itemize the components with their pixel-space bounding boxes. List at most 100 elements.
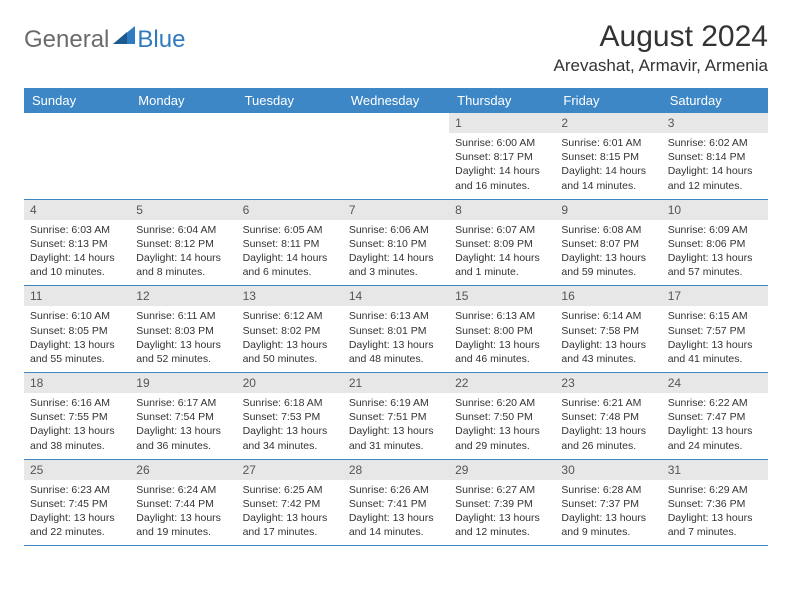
day-data: Sunrise: 6:15 AMSunset: 7:57 PMDaylight:… <box>662 306 768 372</box>
sunrise-line: Sunrise: 6:28 AM <box>561 483 655 497</box>
sunset-line: Sunset: 7:50 PM <box>455 410 549 424</box>
sunset-line: Sunset: 8:10 PM <box>349 237 443 251</box>
daylight-line: Daylight: 13 hours and 55 minutes. <box>30 338 124 366</box>
day-data: Sunrise: 6:13 AMSunset: 8:00 PMDaylight:… <box>449 306 555 372</box>
day-number: 10 <box>662 200 768 220</box>
day-number: 23 <box>555 373 661 393</box>
day-number: 25 <box>24 460 130 480</box>
sunrise-line: Sunrise: 6:05 AM <box>243 223 337 237</box>
day-number: 4 <box>24 200 130 220</box>
weekday-header: Tuesday <box>237 88 343 113</box>
sunrise-line: Sunrise: 6:13 AM <box>455 309 549 323</box>
calendar-cell: 6Sunrise: 6:05 AMSunset: 8:11 PMDaylight… <box>237 199 343 286</box>
calendar-cell: 14Sunrise: 6:13 AMSunset: 8:01 PMDayligh… <box>343 286 449 373</box>
day-data: Sunrise: 6:00 AMSunset: 8:17 PMDaylight:… <box>449 133 555 199</box>
sunrise-line: Sunrise: 6:13 AM <box>349 309 443 323</box>
sunset-line: Sunset: 8:07 PM <box>561 237 655 251</box>
daylight-line: Daylight: 13 hours and 34 minutes. <box>243 424 337 452</box>
sunrise-line: Sunrise: 6:26 AM <box>349 483 443 497</box>
day-number: 11 <box>24 286 130 306</box>
logo: General Blue <box>24 26 185 54</box>
sunset-line: Sunset: 7:55 PM <box>30 410 124 424</box>
sunset-line: Sunset: 7:41 PM <box>349 497 443 511</box>
day-data <box>237 133 343 193</box>
daylight-line: Daylight: 14 hours and 10 minutes. <box>30 251 124 279</box>
calendar-cell: 4Sunrise: 6:03 AMSunset: 8:13 PMDaylight… <box>24 199 130 286</box>
sunrise-line: Sunrise: 6:07 AM <box>455 223 549 237</box>
logo-text-general: General <box>24 26 109 54</box>
sunset-line: Sunset: 7:48 PM <box>561 410 655 424</box>
day-data: Sunrise: 6:25 AMSunset: 7:42 PMDaylight:… <box>237 480 343 546</box>
calendar-cell: 26Sunrise: 6:24 AMSunset: 7:44 PMDayligh… <box>130 459 236 546</box>
day-number: 27 <box>237 460 343 480</box>
day-data: Sunrise: 6:14 AMSunset: 7:58 PMDaylight:… <box>555 306 661 372</box>
sunrise-line: Sunrise: 6:24 AM <box>136 483 230 497</box>
calendar-cell: 25Sunrise: 6:23 AMSunset: 7:45 PMDayligh… <box>24 459 130 546</box>
day-data: Sunrise: 6:20 AMSunset: 7:50 PMDaylight:… <box>449 393 555 459</box>
day-data: Sunrise: 6:21 AMSunset: 7:48 PMDaylight:… <box>555 393 661 459</box>
calendar-cell: 7Sunrise: 6:06 AMSunset: 8:10 PMDaylight… <box>343 199 449 286</box>
day-data: Sunrise: 6:06 AMSunset: 8:10 PMDaylight:… <box>343 220 449 286</box>
day-number: 2 <box>555 113 661 133</box>
daylight-line: Daylight: 13 hours and 17 minutes. <box>243 511 337 539</box>
calendar-cell: 23Sunrise: 6:21 AMSunset: 7:48 PMDayligh… <box>555 373 661 460</box>
calendar-body: 1Sunrise: 6:00 AMSunset: 8:17 PMDaylight… <box>24 113 768 546</box>
day-number: 24 <box>662 373 768 393</box>
sunrise-line: Sunrise: 6:10 AM <box>30 309 124 323</box>
day-number: 12 <box>130 286 236 306</box>
calendar-cell: 10Sunrise: 6:09 AMSunset: 8:06 PMDayligh… <box>662 199 768 286</box>
calendar-cell: 5Sunrise: 6:04 AMSunset: 8:12 PMDaylight… <box>130 199 236 286</box>
sunrise-line: Sunrise: 6:23 AM <box>30 483 124 497</box>
sunset-line: Sunset: 8:01 PM <box>349 324 443 338</box>
sunset-line: Sunset: 8:14 PM <box>668 150 762 164</box>
weekday-header: Monday <box>130 88 236 113</box>
day-number: 21 <box>343 373 449 393</box>
sunrise-line: Sunrise: 6:21 AM <box>561 396 655 410</box>
sunrise-line: Sunrise: 6:04 AM <box>136 223 230 237</box>
day-number: 5 <box>130 200 236 220</box>
day-number <box>343 113 449 133</box>
day-data: Sunrise: 6:07 AMSunset: 8:09 PMDaylight:… <box>449 220 555 286</box>
day-number <box>24 113 130 133</box>
day-data: Sunrise: 6:08 AMSunset: 8:07 PMDaylight:… <box>555 220 661 286</box>
calendar-row: 11Sunrise: 6:10 AMSunset: 8:05 PMDayligh… <box>24 286 768 373</box>
day-number: 30 <box>555 460 661 480</box>
calendar-cell: 21Sunrise: 6:19 AMSunset: 7:51 PMDayligh… <box>343 373 449 460</box>
daylight-line: Daylight: 13 hours and 36 minutes. <box>136 424 230 452</box>
calendar-row: 1Sunrise: 6:00 AMSunset: 8:17 PMDaylight… <box>24 113 768 199</box>
sunset-line: Sunset: 7:47 PM <box>668 410 762 424</box>
daylight-line: Daylight: 13 hours and 26 minutes. <box>561 424 655 452</box>
sunset-line: Sunset: 7:45 PM <box>30 497 124 511</box>
sunrise-line: Sunrise: 6:19 AM <box>349 396 443 410</box>
sunset-line: Sunset: 8:13 PM <box>30 237 124 251</box>
daylight-line: Daylight: 13 hours and 59 minutes. <box>561 251 655 279</box>
daylight-line: Daylight: 13 hours and 7 minutes. <box>668 511 762 539</box>
day-data: Sunrise: 6:19 AMSunset: 7:51 PMDaylight:… <box>343 393 449 459</box>
day-data: Sunrise: 6:02 AMSunset: 8:14 PMDaylight:… <box>662 133 768 199</box>
day-number <box>237 113 343 133</box>
daylight-line: Daylight: 14 hours and 1 minute. <box>455 251 549 279</box>
daylight-line: Daylight: 13 hours and 43 minutes. <box>561 338 655 366</box>
calendar-page: General Blue August 2024 Arevashat, Arma… <box>0 0 792 566</box>
day-data: Sunrise: 6:24 AMSunset: 7:44 PMDaylight:… <box>130 480 236 546</box>
sunrise-line: Sunrise: 6:17 AM <box>136 396 230 410</box>
calendar-cell: 22Sunrise: 6:20 AMSunset: 7:50 PMDayligh… <box>449 373 555 460</box>
logo-text-blue: Blue <box>137 26 185 54</box>
sunrise-line: Sunrise: 6:06 AM <box>349 223 443 237</box>
day-number: 7 <box>343 200 449 220</box>
day-data: Sunrise: 6:26 AMSunset: 7:41 PMDaylight:… <box>343 480 449 546</box>
weekday-header: Saturday <box>662 88 768 113</box>
day-data: Sunrise: 6:22 AMSunset: 7:47 PMDaylight:… <box>662 393 768 459</box>
daylight-line: Daylight: 13 hours and 48 minutes. <box>349 338 443 366</box>
day-data: Sunrise: 6:29 AMSunset: 7:36 PMDaylight:… <box>662 480 768 546</box>
calendar-cell <box>237 113 343 199</box>
logo-triangle-icon <box>113 26 135 44</box>
sunrise-line: Sunrise: 6:00 AM <box>455 136 549 150</box>
sunset-line: Sunset: 8:15 PM <box>561 150 655 164</box>
day-number: 26 <box>130 460 236 480</box>
calendar-cell: 15Sunrise: 6:13 AMSunset: 8:00 PMDayligh… <box>449 286 555 373</box>
calendar-cell: 3Sunrise: 6:02 AMSunset: 8:14 PMDaylight… <box>662 113 768 199</box>
day-number: 8 <box>449 200 555 220</box>
day-data: Sunrise: 6:05 AMSunset: 8:11 PMDaylight:… <box>237 220 343 286</box>
sunrise-line: Sunrise: 6:14 AM <box>561 309 655 323</box>
